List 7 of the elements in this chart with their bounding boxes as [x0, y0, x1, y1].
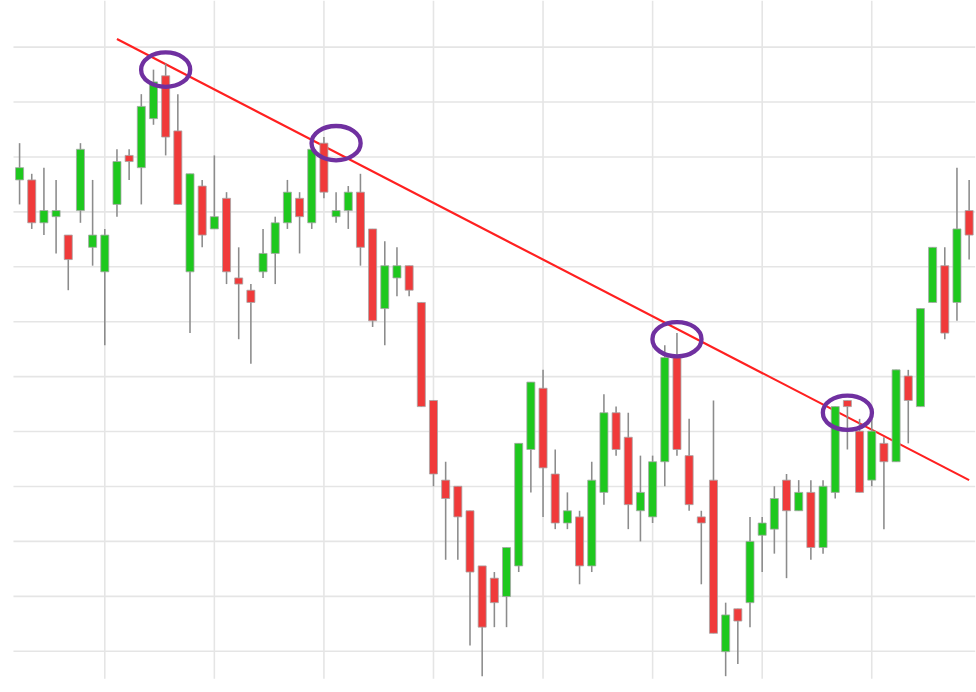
point [138, 50, 193, 89]
candlestick [63, 234, 73, 291]
candlestick [234, 246, 244, 340]
point [820, 393, 875, 432]
point [650, 319, 704, 359]
candlestick [246, 283, 256, 365]
point [309, 123, 363, 163]
